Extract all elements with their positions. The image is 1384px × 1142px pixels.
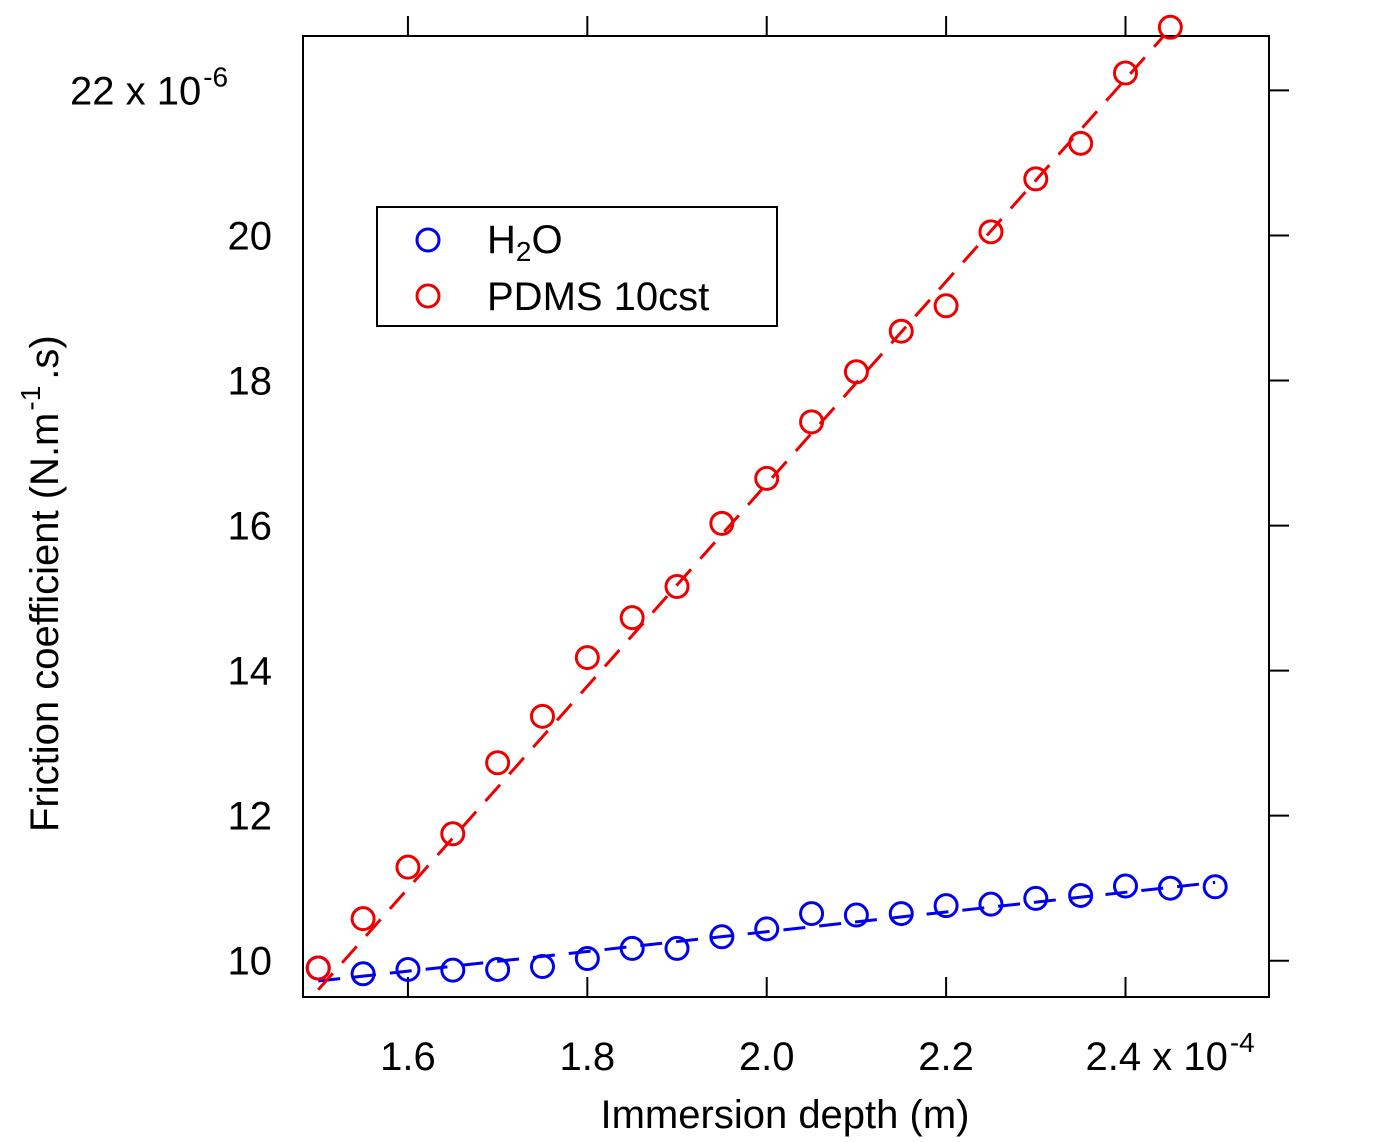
data-point-pdms	[1068, 130, 1094, 156]
data-point-h2o	[350, 961, 376, 987]
data-point-pdms	[305, 955, 331, 981]
data-point-pdms	[888, 318, 914, 344]
y-axis-title: Friction coefficient (N.m-1 .s)	[15, 335, 67, 832]
data-point-h2o	[1068, 882, 1094, 908]
data-point-pdms	[843, 359, 869, 385]
data-point-h2o	[440, 957, 466, 983]
data-point-pdms	[485, 750, 511, 776]
fit-lines	[317, 36, 1216, 991]
data-point-pdms	[619, 605, 645, 631]
x-tick-label: 1.6	[380, 1035, 436, 1079]
data-point-pdms	[799, 409, 825, 435]
data-point-h2o	[978, 891, 1004, 917]
data-point-h2o	[1112, 873, 1138, 899]
legend-box	[376, 206, 778, 327]
data-point-pdms	[664, 573, 690, 599]
y-tick-exponent: -6	[203, 61, 228, 92]
data-point-pdms	[350, 906, 376, 932]
y-axis-title-superscript: -1	[15, 386, 46, 411]
x-axis-title: Immersion depth (m)	[601, 1093, 970, 1137]
y-axis-title-main: Friction coefficient (N.m	[23, 413, 67, 832]
data-markers	[305, 14, 1228, 987]
data-point-pdms	[529, 703, 555, 729]
plot-frame	[302, 35, 1270, 998]
data-point-pdms	[709, 510, 735, 536]
x-tick-label: 2.4 x 10-4	[1085, 1027, 1254, 1079]
data-point-h2o	[485, 956, 511, 982]
data-point-pdms	[754, 465, 780, 491]
data-point-h2o	[529, 954, 555, 980]
fit-line-pdms	[317, 36, 1166, 991]
y-tick-label: 18	[228, 360, 273, 404]
data-point-h2o	[888, 901, 914, 927]
y-tick-label: 16	[228, 505, 273, 549]
data-point-pdms	[978, 219, 1004, 245]
legend-label-h2o-sub: 2	[516, 236, 532, 267]
data-point-h2o	[395, 956, 421, 982]
data-point-pdms	[1023, 166, 1049, 192]
data-point-pdms	[933, 293, 959, 319]
x-tick-exponent: -4	[1230, 1027, 1255, 1058]
data-point-h2o	[664, 935, 690, 961]
y-axis-title-suffix: .s)	[23, 335, 67, 379]
data-point-pdms	[1112, 60, 1138, 86]
data-point-h2o	[574, 946, 600, 972]
legend-label-h2o-main: H	[487, 218, 516, 262]
data-point-h2o	[754, 916, 780, 942]
y-tick-label: 10	[228, 940, 273, 984]
data-point-pdms	[1157, 14, 1183, 40]
data-point-h2o	[709, 924, 735, 950]
data-point-h2o	[1157, 875, 1183, 901]
legend-marker-h2o	[415, 227, 441, 253]
data-point-pdms	[440, 821, 466, 847]
data-point-pdms	[574, 645, 600, 671]
y-tick-label: 12	[228, 795, 273, 839]
legend-label-pdms: PDMS 10cst	[487, 275, 709, 319]
data-point-pdms	[395, 854, 421, 880]
y-tick-label: 22 x 10-6	[70, 61, 228, 113]
axis-ticks	[406, 16, 1289, 997]
legend: H2O PDMS 10cst	[376, 206, 778, 327]
legend-label-h2o-tail: O	[531, 218, 562, 262]
data-point-h2o	[1023, 885, 1049, 911]
data-point-h2o	[933, 893, 959, 919]
x-tick-label: 2.2	[918, 1035, 974, 1079]
data-point-h2o	[1202, 874, 1228, 900]
data-point-h2o	[843, 902, 869, 928]
x-tick-label: 1.8	[560, 1035, 616, 1079]
y-tick-label: 20	[228, 214, 273, 258]
data-point-h2o	[799, 901, 825, 927]
legend-marker-pdms	[415, 283, 441, 309]
y-tick-label: 14	[228, 650, 273, 694]
legend-label-h2o: H2O	[487, 218, 563, 267]
data-point-h2o	[619, 935, 645, 961]
axis-tick-labels: 1.6 1.8 2.0 2.2 2.4 x 10-4 10 12 14 16 18 20 22 x 1…	[70, 61, 1255, 1079]
x-tick-label: 2.0	[739, 1035, 795, 1079]
fit-line-h2o	[318, 880, 1216, 983]
